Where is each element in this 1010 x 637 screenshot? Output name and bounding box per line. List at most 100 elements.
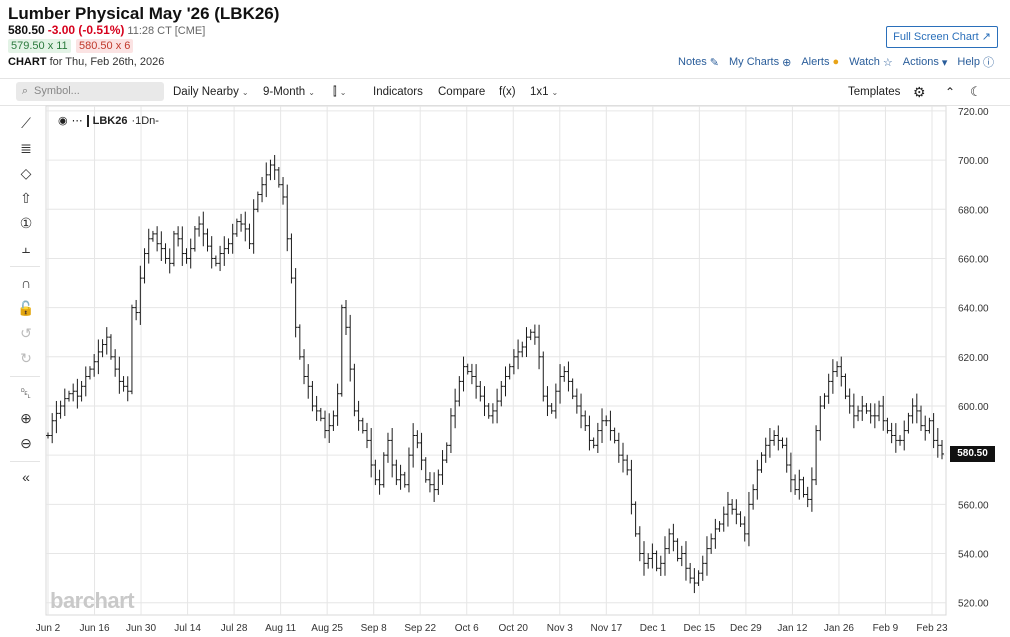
ohlc-bar (239, 213, 244, 232)
ohlc-bar (369, 428, 374, 478)
ohlc-bar (881, 395, 886, 431)
full-screen-chart-button[interactable]: Full Screen Chart ↗ (886, 26, 998, 48)
notes-link[interactable]: Notes ✎ (678, 54, 719, 70)
ohlc-bar (373, 459, 378, 486)
alerts-link[interactable]: Alerts ● (801, 54, 839, 70)
x-tick-label: Jan 26 (824, 623, 854, 634)
ohlc-bar (629, 459, 634, 515)
redo-icon[interactable]: ↻ (20, 350, 32, 366)
chevron-down-icon: ⌄ (339, 88, 347, 97)
last-price-marker: 580.50 (950, 445, 995, 462)
ohlc-bar (394, 459, 399, 486)
ohlc-bar (503, 366, 508, 397)
shape-icon[interactable]: ◇ (20, 165, 32, 181)
my-charts-link[interactable]: My Charts ⊕ (729, 54, 791, 70)
chevron-down-icon: ⌄ (241, 88, 249, 97)
ohlc-bar (176, 226, 181, 247)
ohlc-bar (583, 410, 588, 431)
full-screen-label: Full Screen Chart (893, 31, 979, 43)
layout-dropdown[interactable]: 1x1 ⌄ (530, 79, 558, 105)
ohlc-bar (201, 211, 206, 247)
theme-moon-icon[interactable]: ☾ (970, 84, 982, 99)
x-tick-label: Jun 16 (80, 623, 110, 634)
ohlc-bar (700, 555, 705, 581)
barchart-logo: barchart (50, 588, 135, 613)
zoom-in-icon[interactable]: ⊕ (20, 410, 32, 426)
ohlc-bar (125, 376, 130, 402)
number-icon[interactable]: ① (19, 215, 33, 231)
templates-button[interactable]: Templates (848, 86, 901, 98)
ohlc-bar (696, 570, 701, 586)
x-tick-label: Jul 14 (174, 623, 201, 634)
ohlc-bar (230, 223, 235, 254)
ohlc-bar (570, 378, 575, 400)
ohlc-bar (830, 359, 835, 394)
caret-down-icon: ▾ (941, 56, 948, 69)
ohlc-bar (205, 228, 210, 252)
ohlc-bar (621, 442, 626, 473)
ohlc-bar (478, 381, 483, 402)
ohlc-bar (608, 410, 613, 441)
trash-icon[interactable]: ␡ (20, 385, 32, 401)
my-charts-label: My Charts (729, 56, 780, 68)
ohlc-bar (83, 366, 88, 397)
ohlc-bar (935, 428, 940, 458)
ohlc-bar (931, 413, 936, 449)
x-tick-label: Sep 8 (361, 623, 388, 634)
ohlc-bar (742, 516, 747, 542)
ohlc-bar (856, 405, 861, 422)
last-price: 580.50 (8, 23, 45, 37)
price-change: -3.00 (-0.51%) (47, 23, 125, 37)
measure-icon[interactable]: ⫠ (21, 240, 31, 256)
ohlc-bar (562, 366, 567, 382)
ohlc-bar (344, 299, 348, 335)
ohlc-bar (746, 491, 751, 547)
help-link[interactable]: Help ⓘ (957, 54, 994, 70)
ohlc-bar (805, 486, 810, 508)
ohlc-bar (444, 442, 449, 464)
ohlc-bar (323, 410, 328, 439)
actions-link[interactable]: Actions ▾ (903, 54, 948, 70)
chevron-down-icon: ⌄ (551, 88, 559, 97)
ohlc-bar (499, 381, 504, 407)
ohlc-bar (537, 324, 542, 370)
drawing-toolbar: ⟋ ≣ ◇ ⇧ ① ⫠ ∩ 🔓 ↺ ↻ ␡ ⊕ ⊖ « (0, 106, 44, 637)
y-tick-label: 660.00 (958, 254, 989, 265)
magnet-icon[interactable]: ∩ (20, 275, 32, 291)
chart-toolbar: ⌕ Symbol... Daily Nearby ⌄ 9-Month ⌄ ⫿ ⌄ Ind… (0, 78, 1010, 106)
ohlc-bar (453, 388, 458, 429)
zoom-out-icon[interactable]: ⊖ (20, 435, 32, 451)
ohlc-bar (847, 388, 852, 414)
ohlc-bar (293, 268, 298, 338)
draw-line-icon[interactable]: ⟋ (21, 115, 31, 131)
ohlc-bar (150, 230, 155, 242)
x-tick-label: Dec 29 (730, 623, 762, 634)
ohlc-bar (180, 226, 185, 266)
lock-icon[interactable]: 🔓 (17, 300, 35, 316)
bar-type-dropdown[interactable]: ⫿ ⌄ (333, 79, 346, 105)
more-icon[interactable]: ⋯ (71, 115, 83, 127)
quote-time: 11:28 CT [CME] (127, 25, 206, 37)
ohlc-bar (163, 243, 168, 264)
x-tick-label: Sep 22 (404, 623, 436, 634)
y-tick-label: 560.00 (958, 500, 989, 511)
period-dropdown[interactable]: Daily Nearby ⌄ (173, 79, 249, 105)
compare-button[interactable]: Compare (438, 86, 486, 98)
y-tick-label: 520.00 (958, 599, 989, 610)
watch-link[interactable]: Watch ☆ (849, 54, 893, 70)
collapse-icon[interactable]: « (22, 469, 30, 485)
symbol-search-input[interactable]: ⌕ Symbol... (16, 82, 164, 101)
x-tick-label: Feb 23 (916, 623, 948, 634)
undo-icon[interactable]: ↺ (20, 325, 32, 341)
ohlc-bar (793, 474, 798, 495)
indicators-button[interactable]: Indicators (373, 86, 423, 98)
draw-text-icon[interactable]: ≣ (20, 140, 32, 156)
arrow-up-icon[interactable]: ⇧ (20, 190, 32, 206)
eye-icon[interactable]: ◉ (58, 115, 68, 127)
range-dropdown[interactable]: 9-Month ⌄ (263, 79, 315, 105)
function-button[interactable]: f(x) (499, 86, 516, 98)
x-tick-label: Jun 30 (126, 623, 156, 634)
gear-icon[interactable]: ⚙ (913, 84, 926, 100)
collapse-up-icon[interactable]: ⌃ (945, 85, 956, 99)
